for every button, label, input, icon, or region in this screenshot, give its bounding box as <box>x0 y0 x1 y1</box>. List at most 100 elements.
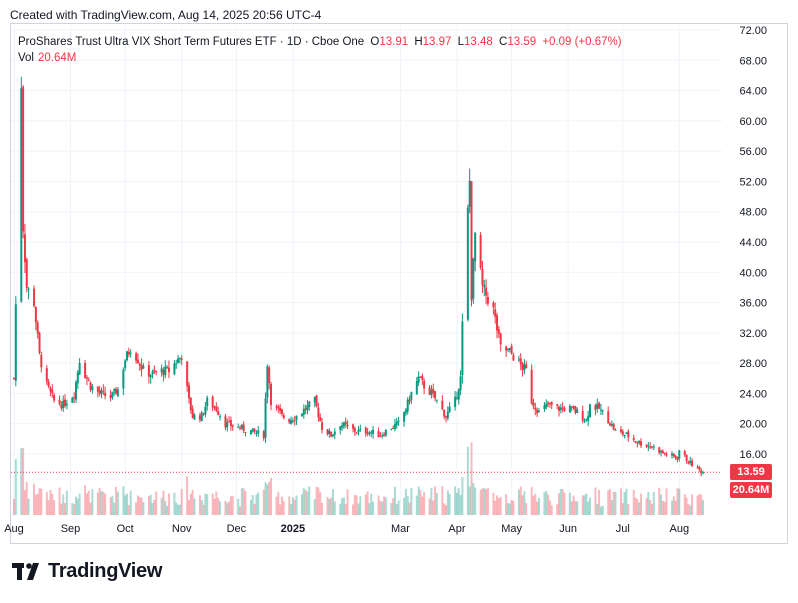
candle-body <box>650 446 653 448</box>
candle-body <box>111 391 114 398</box>
candle-body <box>588 404 591 417</box>
candle-body <box>454 396 457 408</box>
volume-bar <box>392 498 395 515</box>
candle-body <box>40 354 43 368</box>
candle-body <box>321 422 324 430</box>
volume-bar <box>661 500 664 515</box>
candle-body <box>262 431 265 439</box>
candle-body <box>636 442 639 444</box>
candle-body <box>625 432 628 434</box>
volume-bar <box>366 491 369 515</box>
volume-bar <box>596 503 599 515</box>
candle-body <box>224 416 227 428</box>
volume-bar <box>545 490 548 515</box>
volume-bar <box>423 492 426 515</box>
x-tick-label: Dec <box>227 523 247 535</box>
candle-body <box>357 429 360 432</box>
open-value: 13.91 <box>379 36 409 48</box>
volume-bar <box>275 496 278 515</box>
candle-body <box>302 408 305 415</box>
candle-body <box>71 397 74 403</box>
candle-body <box>455 397 458 399</box>
volume-bar <box>674 500 677 515</box>
volume-bar <box>492 492 495 515</box>
volume-bar <box>315 486 318 515</box>
volume-bar <box>532 495 535 515</box>
candle-body <box>443 409 446 417</box>
candle-body <box>574 406 577 413</box>
y-tick-label: 68.00 <box>739 55 767 67</box>
candle-body <box>479 234 482 268</box>
candle-body <box>202 413 205 415</box>
volume-bar <box>461 477 464 515</box>
volume-bar <box>239 506 242 515</box>
change-value: +0.09 (+0.67%) <box>542 36 622 48</box>
candle-body <box>572 406 575 409</box>
volume-bar <box>352 504 355 515</box>
volume-bar <box>331 489 334 515</box>
candle-body <box>113 389 116 392</box>
candle-body <box>366 432 369 435</box>
volume-bar <box>496 495 499 515</box>
candle-body <box>696 467 699 469</box>
x-tick-label: 2025 <box>281 523 305 535</box>
volume-bar <box>379 500 382 515</box>
volume-bar <box>691 494 694 515</box>
volume-bar <box>270 477 273 515</box>
candle-body <box>359 428 362 430</box>
chart-frame[interactable] <box>10 23 788 544</box>
volume-bar <box>160 497 163 515</box>
volume-bar <box>175 502 178 515</box>
volume-bar <box>249 499 252 515</box>
candle-body <box>459 376 462 391</box>
volume-bar <box>521 495 524 515</box>
candle-body <box>339 426 342 431</box>
candle-body <box>610 424 613 426</box>
volume-bar <box>687 503 690 515</box>
volume-bar <box>342 497 345 515</box>
candle-body <box>444 415 447 418</box>
candle-body <box>319 417 322 422</box>
volume-bar <box>224 500 227 515</box>
volume-bar <box>62 494 65 515</box>
volume-bar <box>25 481 28 515</box>
candle-body <box>678 450 681 459</box>
candle-body <box>198 415 201 420</box>
candle-body <box>609 423 612 426</box>
volume-bar <box>218 501 221 515</box>
volume-bar <box>408 502 411 515</box>
candle-body <box>249 430 252 435</box>
volume-bar <box>537 497 540 515</box>
candle-body <box>403 412 406 422</box>
symbol-legend: ProShares Trust Ultra VIX Short Term Fut… <box>18 36 625 48</box>
candle-body <box>364 427 367 434</box>
candle-body <box>599 409 602 411</box>
volume-bar <box>435 492 438 515</box>
candle-body <box>129 352 132 354</box>
volume-bar <box>115 486 118 515</box>
volume-bar <box>587 501 590 515</box>
volume-bar <box>217 497 220 515</box>
volume-bar <box>572 495 575 515</box>
candle-body <box>545 403 548 408</box>
volume-bar <box>255 494 258 515</box>
volume-bar <box>78 493 81 515</box>
volume-bar <box>242 488 245 515</box>
candle-body <box>474 232 477 262</box>
tradingview-logo[interactable]: TradingView <box>12 560 162 583</box>
candle-body <box>470 181 473 301</box>
volume-bar <box>397 500 400 515</box>
volume-bar <box>53 500 56 515</box>
volume-bar <box>632 490 635 515</box>
volume-value: 20.64M <box>38 52 77 64</box>
volume-bar <box>164 500 167 515</box>
candle-body <box>53 394 56 401</box>
volume-bars <box>13 442 704 515</box>
volume-bar <box>410 487 413 515</box>
candle-body <box>25 259 28 289</box>
volume-bar <box>89 502 92 515</box>
candle-body <box>65 403 68 406</box>
candle-body <box>521 363 524 370</box>
candle-body <box>290 420 293 424</box>
